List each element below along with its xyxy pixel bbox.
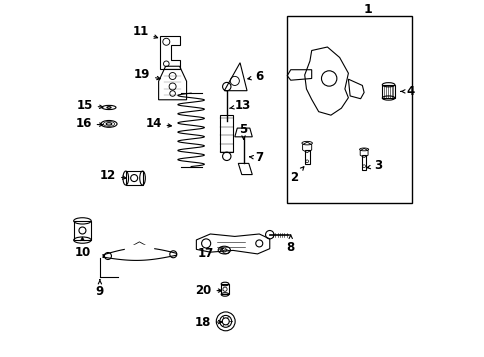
Text: 3: 3 [366, 159, 381, 172]
Text: 16: 16 [75, 117, 103, 130]
Text: 20: 20 [195, 284, 221, 297]
Bar [381, 85, 394, 98]
Text: 18: 18 [194, 316, 221, 328]
Text: 19: 19 [134, 69, 160, 81]
Text: 13: 13 [229, 99, 251, 112]
Bar [74, 221, 91, 240]
Text: 5: 5 [239, 123, 247, 140]
Text: 2: 2 [289, 167, 303, 184]
Text: 11: 11 [132, 25, 157, 39]
Bar [220, 115, 233, 152]
Bar [125, 171, 142, 185]
Bar [361, 155, 365, 170]
Bar [221, 284, 228, 295]
Text: 4: 4 [400, 85, 414, 98]
Text: 17: 17 [197, 247, 223, 260]
Bar [287, 16, 411, 202]
Text: 8: 8 [286, 235, 294, 254]
Text: 10: 10 [74, 237, 91, 259]
Text: 14: 14 [145, 117, 171, 130]
Text: 1: 1 [363, 2, 372, 16]
Text: 12: 12 [100, 169, 126, 182]
Text: 6: 6 [247, 70, 263, 83]
Text: 9: 9 [95, 280, 104, 298]
Text: 15: 15 [76, 99, 103, 112]
Bar [304, 150, 309, 164]
Text: 7: 7 [249, 151, 263, 164]
